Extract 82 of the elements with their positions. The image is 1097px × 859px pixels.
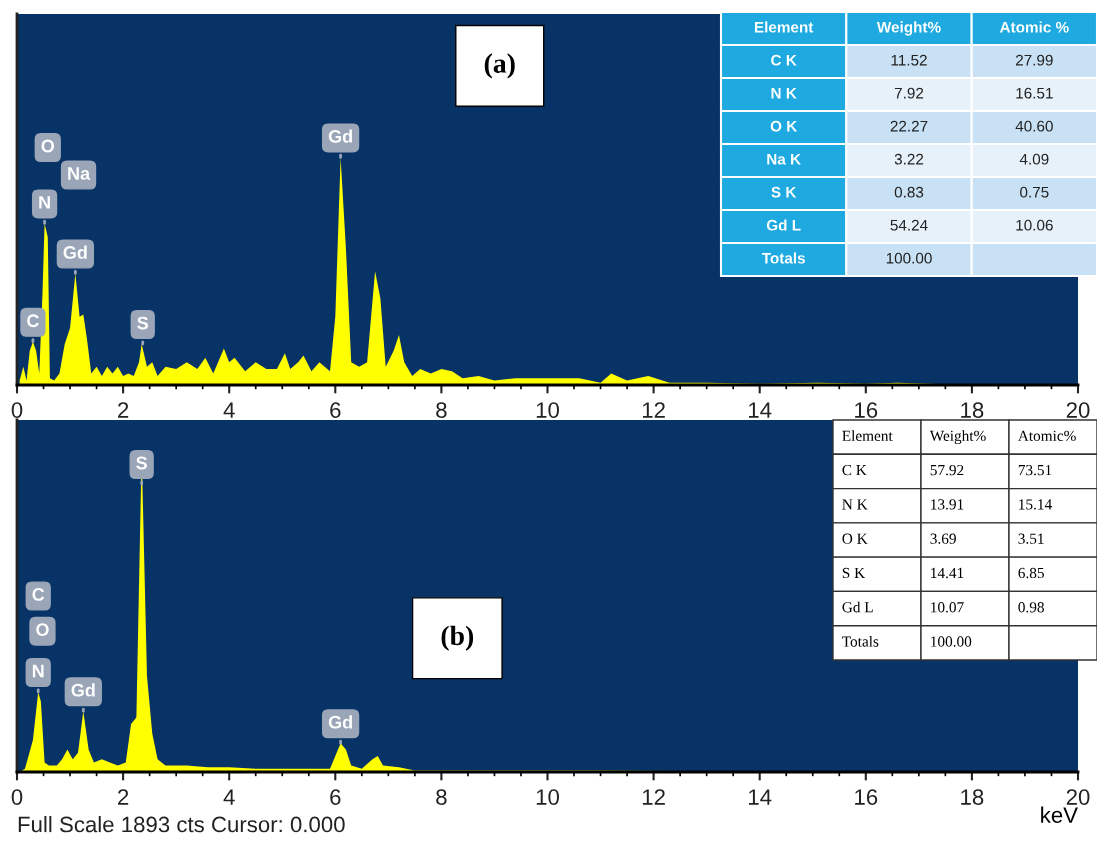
text: N K: [771, 87, 797, 99]
annotation: Na: [68, 167, 91, 180]
annotation: Na K: [767, 153, 801, 165]
annotation: S K: [842, 567, 865, 579]
annotation: Gd L: [842, 601, 873, 613]
annotation: 54.24: [890, 219, 928, 231]
text: O: [41, 139, 55, 153]
x-tick-label: 20: [1066, 402, 1090, 418]
annotation: O: [36, 623, 49, 637]
annotation: Gd: [63, 245, 87, 259]
annotation: N: [32, 664, 44, 678]
x-tick-label: 14: [749, 402, 772, 418]
annotation: 57.92: [930, 464, 964, 476]
annotation: 3.22: [894, 153, 924, 165]
text: 16.51: [1016, 87, 1053, 99]
x-tick-label: 8: [436, 789, 447, 805]
x-tick-label: 12: [642, 789, 665, 805]
x-tick-label: 2: [118, 402, 129, 418]
x-tick-label: 6: [330, 402, 341, 418]
x-axis-title: keV: [1041, 806, 1078, 823]
annotation: Totals: [761, 252, 805, 264]
annotation: Gd L: [766, 219, 801, 231]
x-tick-label: 14: [749, 789, 772, 805]
annotation: 73.51: [1018, 464, 1052, 476]
annotation: 0.83: [894, 186, 924, 198]
annotation: 15.14: [1019, 499, 1052, 510]
annotation: 0.98: [1018, 602, 1044, 613]
annotation: C K: [842, 464, 867, 476]
annotation: 4.09: [1019, 153, 1049, 165]
annotation: O K: [842, 533, 868, 544]
text: 27.99: [1015, 54, 1053, 66]
x-tick-label: 18: [961, 789, 984, 805]
annotation: 6.85: [1018, 567, 1044, 579]
x-tick-label: 6: [330, 789, 341, 805]
x-tick-label: 0: [11, 789, 23, 805]
x-tick-label: 4: [223, 402, 235, 418]
x-tick-label: 20: [1066, 789, 1090, 805]
x-tick-label: 8: [436, 402, 447, 418]
annotation: 3.69: [930, 533, 956, 544]
x-tick-label: 2: [118, 789, 129, 805]
annotation: S K: [771, 186, 797, 198]
x-tick-label: 16: [855, 402, 878, 418]
text: Atomic %: [999, 21, 1069, 33]
text: 11.52: [891, 54, 927, 66]
annotation: (b): [441, 625, 474, 651]
annotation: S: [136, 456, 147, 470]
annotation: N K: [842, 499, 868, 510]
text: O K: [770, 120, 798, 132]
x-tick-label: 12: [642, 402, 665, 418]
text: Weight%: [876, 21, 941, 36]
x-tick-label: 10: [536, 789, 559, 805]
x-tick-label: 0: [11, 402, 23, 418]
text: Weight%: [929, 430, 986, 445]
text: Element: [842, 430, 893, 441]
text: Atomic%: [1017, 430, 1076, 442]
annotation: 3.51: [1018, 533, 1044, 544]
text: 40.60: [1015, 120, 1053, 132]
annotation: 0.75: [1020, 186, 1049, 198]
annotation: Gd: [71, 683, 95, 697]
annotation: Gd: [328, 129, 352, 143]
annotation: N: [39, 196, 50, 209]
x-tick-label: 16: [855, 789, 878, 805]
x-tick-label: 18: [961, 402, 984, 418]
annotation: Totals: [842, 635, 879, 647]
annotation: C: [27, 314, 39, 328]
annotation: 100.00: [931, 636, 972, 647]
annotation: 14.41: [931, 567, 964, 579]
text: 22.27: [890, 120, 928, 132]
x-tick-label: 10: [536, 402, 559, 418]
annotation: 100.00: [886, 252, 932, 264]
annotation: 13.91: [931, 499, 964, 510]
text: Element: [754, 21, 814, 33]
text: 7.92: [894, 87, 924, 99]
annotation: C: [32, 588, 45, 601]
annotation: 10.06: [1016, 219, 1053, 231]
annotation: Gd: [328, 715, 352, 729]
annotation: S: [137, 316, 149, 330]
text: C K: [771, 54, 797, 66]
text: Full Scale 1893 cts Cursor: 0.000: [18, 816, 345, 833]
annotation: 10.07: [931, 602, 964, 613]
text: (a): [484, 53, 515, 79]
x-tick-label: 4: [223, 789, 235, 805]
